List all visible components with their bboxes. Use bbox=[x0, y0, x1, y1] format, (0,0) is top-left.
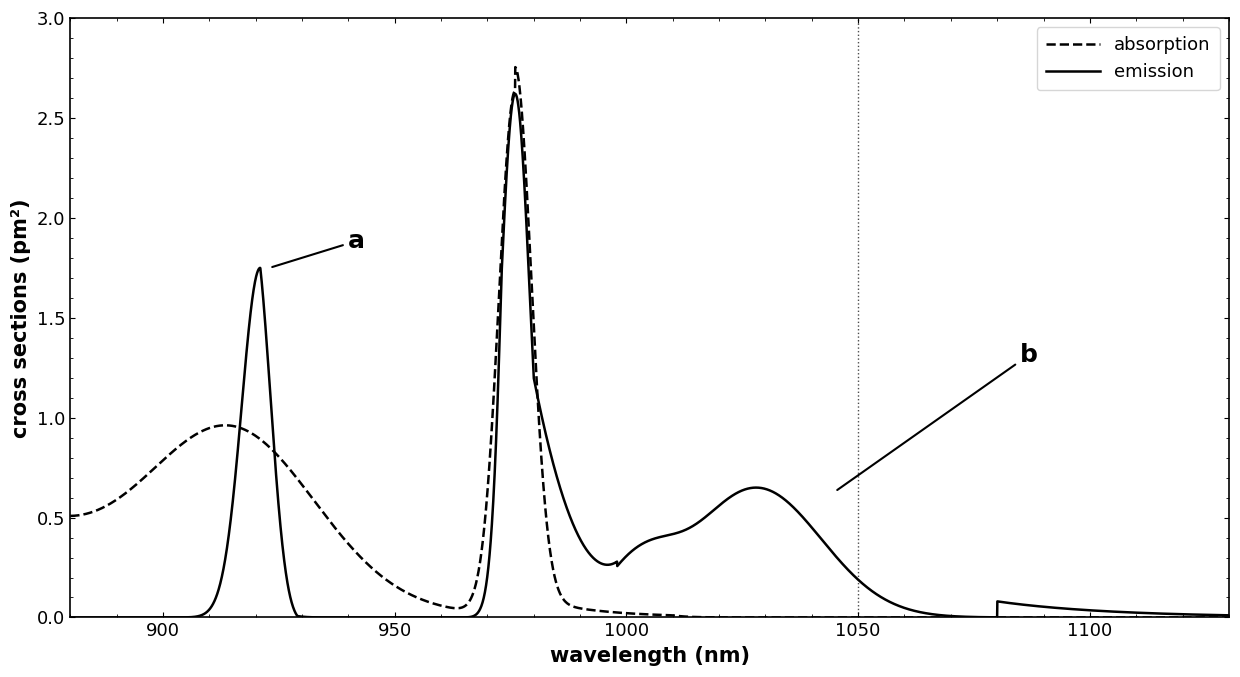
emission bbox=[63, 613, 78, 621]
Text: a: a bbox=[273, 229, 366, 267]
absorption bbox=[63, 512, 78, 520]
emission bbox=[758, 485, 773, 493]
Legend: absorption, emission: absorption, emission bbox=[1037, 27, 1220, 90]
emission bbox=[817, 538, 832, 546]
Y-axis label: cross sections (pm²): cross sections (pm²) bbox=[11, 198, 31, 437]
Line: emission: emission bbox=[71, 94, 1229, 617]
absorption bbox=[273, 455, 288, 463]
emission bbox=[928, 611, 942, 619]
absorption bbox=[758, 613, 773, 621]
absorption bbox=[1016, 613, 1030, 621]
absorption bbox=[817, 613, 832, 621]
Line: absorption: absorption bbox=[71, 67, 1229, 617]
emission bbox=[506, 95, 521, 104]
absorption bbox=[928, 613, 942, 621]
absorption bbox=[508, 63, 523, 71]
emission bbox=[1016, 600, 1030, 609]
emission bbox=[1221, 611, 1236, 619]
X-axis label: wavelength (nm): wavelength (nm) bbox=[549, 646, 750, 666]
emission bbox=[508, 90, 523, 98]
absorption bbox=[1221, 613, 1236, 621]
emission bbox=[273, 525, 288, 533]
absorption bbox=[506, 92, 521, 100]
Text: b: b bbox=[837, 343, 1038, 490]
